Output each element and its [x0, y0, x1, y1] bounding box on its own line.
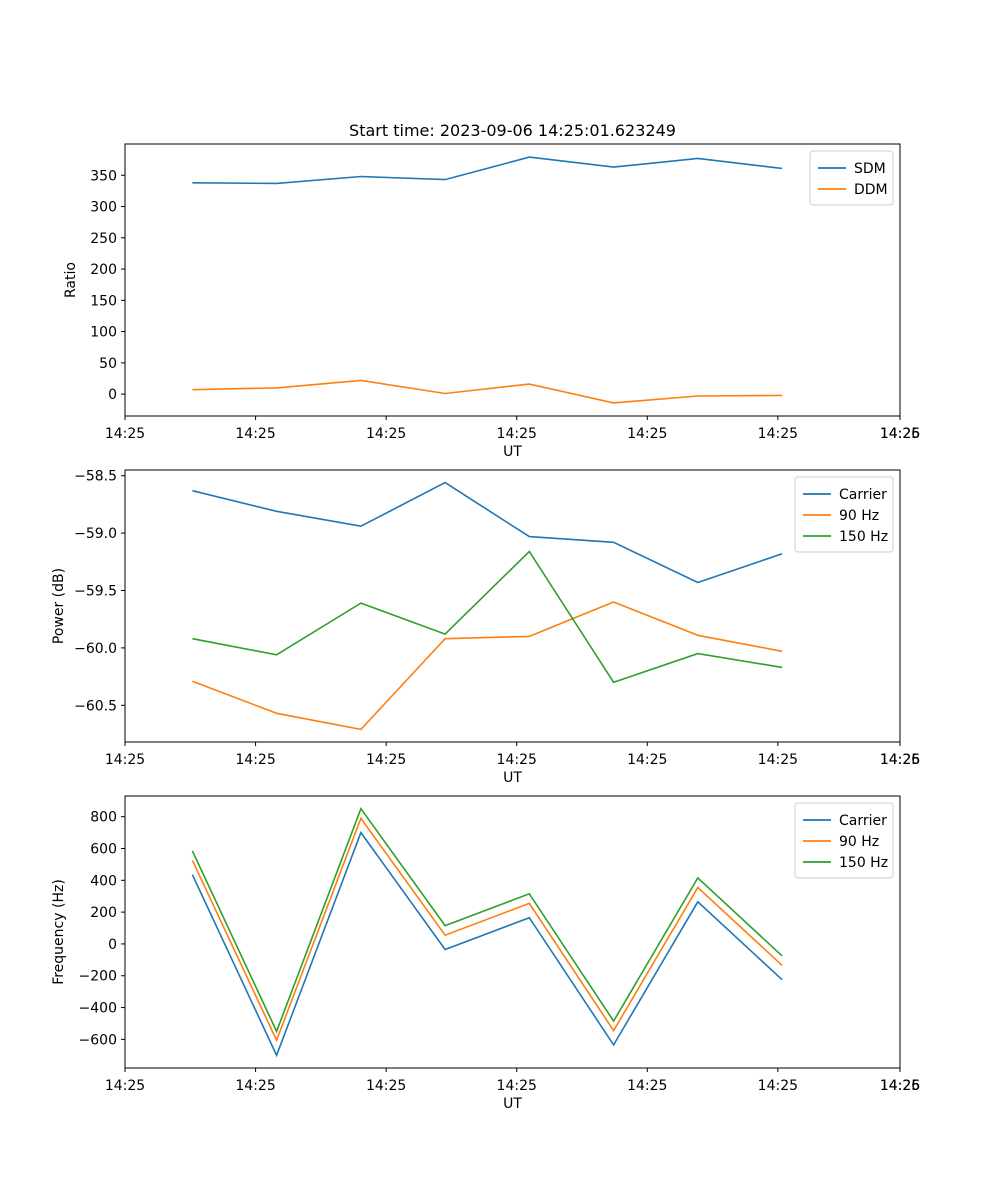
- y-tick-label: 250: [90, 231, 117, 247]
- series-line-90-hz: [192, 601, 783, 731]
- series-line-carrier: [192, 481, 783, 584]
- y-tick-label: 0: [108, 937, 117, 953]
- x-tick-label: 14:25: [758, 1078, 798, 1094]
- x-tick-label: 14:25: [497, 426, 537, 442]
- legend-box: [794, 476, 894, 553]
- x-tick-label: 14:26: [880, 426, 920, 442]
- x-tick-label: 14:25: [366, 426, 406, 442]
- legend-box: [809, 150, 894, 206]
- y-tick-label: 0: [108, 387, 117, 403]
- y-tick-label: −400: [79, 1001, 117, 1017]
- chart-panel-frequency: −600 −400 −200 0 200 400 600 800 14:25 14:25 14:25…: [51, 795, 920, 1112]
- x-tick-label: 14:25: [235, 1078, 275, 1094]
- chart-panel-power: −60.5 −60.0 −59.5 −59.0 −58.5 14:25 14:25 14:25…: [51, 469, 920, 786]
- x-tick-label: 14:25: [235, 426, 275, 442]
- legend-label: Carrier: [839, 487, 887, 503]
- x-tick-label: 14:25: [497, 1078, 537, 1094]
- x-axis-label: UT: [503, 444, 522, 460]
- y-axis-label: Power (dB): [51, 568, 67, 644]
- legend-label: Carrier: [839, 813, 887, 829]
- y-tick-label: 350: [90, 168, 117, 184]
- y-tick-label: −60.0: [74, 641, 117, 657]
- y-axis-label: Frequency (Hz): [51, 879, 67, 985]
- x-tick-label: 14:25: [235, 752, 275, 768]
- series-line-150-hz: [192, 550, 783, 684]
- x-axis-label: UT: [503, 770, 522, 786]
- figure-title: Start time: 2023-09-06 14:25:01.623249: [349, 121, 676, 140]
- x-tick-label: 14:25: [366, 752, 406, 768]
- series-line-90-hz: [191, 816, 783, 1043]
- plot-frame: [124, 469, 901, 743]
- y-tick-label: 200: [90, 262, 117, 278]
- legend: Carrier 90 Hz 150 Hz: [794, 802, 894, 879]
- y-tick-label: 600: [90, 841, 117, 857]
- x-tick-label: 14:26: [880, 1078, 920, 1094]
- x-tick-label: 14:25: [105, 752, 145, 768]
- x-tick-label: 14:25: [880, 752, 920, 768]
- y-tick-label: 300: [90, 200, 117, 216]
- y-tick-label: −600: [79, 1032, 117, 1048]
- legend: Carrier 90 Hz 150 Hz: [794, 476, 894, 553]
- x-tick-label: 14:25: [627, 1078, 667, 1094]
- series-line-sdm: [192, 156, 783, 185]
- y-tick-label: −60.5: [74, 698, 117, 714]
- y-tick-label: −59.0: [74, 526, 117, 542]
- series-line-carrier: [191, 830, 783, 1058]
- x-tick-label: 14:25: [497, 752, 537, 768]
- legend-label: DDM: [854, 182, 888, 198]
- y-tick-label: 800: [90, 810, 117, 826]
- y-tick-label: 150: [90, 293, 117, 309]
- legend-label: 90 Hz: [839, 834, 879, 850]
- x-axis-label: UT: [503, 1096, 522, 1112]
- legend: SDM DDM: [809, 150, 894, 206]
- y-axis-label: Ratio: [63, 262, 79, 298]
- x-tick-label: 14:25: [758, 426, 798, 442]
- x-tick-label: 14:25: [627, 426, 667, 442]
- plot-frame: [124, 143, 901, 417]
- y-tick-label: −58.5: [74, 469, 117, 485]
- legend-label: 150 Hz: [839, 855, 888, 871]
- legend-box: [794, 802, 894, 879]
- y-tick-label: 400: [90, 873, 117, 889]
- y-tick-label: −200: [79, 969, 117, 985]
- x-tick-label: 14:25: [366, 1078, 406, 1094]
- y-tick-label: 200: [90, 905, 117, 921]
- series-line-ddm: [192, 379, 783, 404]
- x-tick-label: 14:26: [880, 752, 920, 768]
- x-tick-label: 14:25: [758, 752, 798, 768]
- x-tick-label: 14:25: [105, 1078, 145, 1094]
- plot-frame: [124, 795, 901, 1069]
- legend-label: 90 Hz: [839, 508, 879, 524]
- legend-label: 150 Hz: [839, 529, 888, 545]
- legend-label: SDM: [854, 161, 886, 177]
- y-tick-label: 50: [99, 356, 117, 372]
- series-line-150-hz: [191, 807, 783, 1034]
- x-tick-label: 14:25: [880, 1078, 920, 1094]
- x-tick-label: 14:25: [880, 426, 920, 442]
- y-tick-label: 100: [90, 325, 117, 341]
- x-tick-label: 14:25: [105, 426, 145, 442]
- x-tick-label: 14:25: [627, 752, 667, 768]
- y-tick-label: −59.5: [74, 584, 117, 600]
